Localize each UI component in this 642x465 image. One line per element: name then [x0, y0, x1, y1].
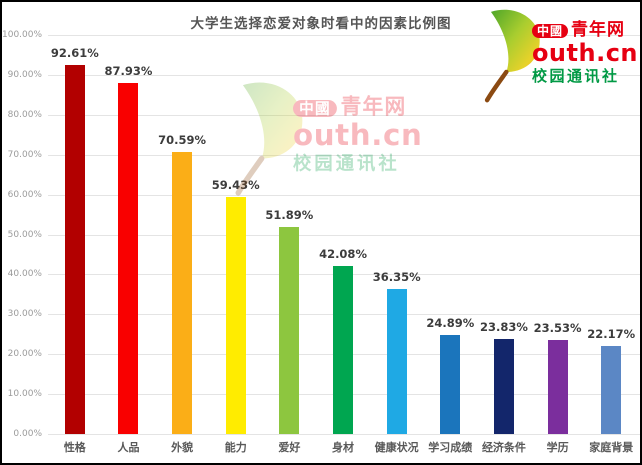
bar — [601, 345, 622, 434]
bar-value-label: 23.83% — [479, 319, 528, 334]
ginkgo-leaf-icon — [484, 9, 540, 103]
bar-cell: 51.89% — [263, 35, 317, 434]
chart-title: 大学生选择恋爱对象时看中的因素比例图 — [190, 16, 452, 32]
bar — [386, 289, 407, 434]
x-category-label: 学历 — [546, 441, 569, 454]
y-axis: 0.00% 10.00% 20.00% 30.00% 40.00% 50.00% 60.00… — [2, 2, 46, 463]
bar-cell: 22.17% — [584, 35, 638, 434]
bar-cell: 70.59% — [155, 35, 209, 434]
y-tick-label: 80.00% — [7, 109, 42, 120]
bar — [440, 334, 461, 434]
bar-cell: 42.08% — [316, 35, 370, 434]
youth-cn-logo: 中國 青年网 outh.cn 校园通讯社 — [482, 6, 638, 106]
y-tick-label: 40.00% — [7, 269, 42, 280]
logo-brand-cn: 青年网 — [570, 20, 625, 40]
y-tick-label: 70.00% — [7, 149, 42, 160]
bar-cell: 24.89% — [423, 35, 477, 434]
bar-cell: 36.35% — [370, 35, 424, 434]
bar-cell: 23.53% — [531, 35, 585, 434]
bar-value-label: 42.08% — [319, 247, 367, 262]
logo-subtitle: 校园通讯社 — [531, 67, 620, 86]
bar-cell: 23.83% — [477, 35, 531, 434]
bar-value-label: 24.89% — [426, 315, 475, 330]
x-category-label: 爱好 — [278, 441, 301, 454]
x-category-label: 身材 — [332, 441, 355, 454]
y-tick-label: 30.00% — [7, 309, 42, 320]
bar-value-label: 23.53% — [533, 321, 582, 336]
logo-brand-en: outh.cn — [531, 38, 638, 67]
bar — [118, 83, 139, 434]
bar — [493, 338, 514, 434]
x-axis-labels: 性格 人品 外貌 能力 爱好 身材 健康状况 学习成绩 经济条件 学历 家庭背景 — [48, 439, 638, 455]
gridline — [48, 35, 640, 36]
gridline — [48, 74, 640, 76]
y-tick-label: 90.00% — [7, 69, 42, 80]
bar — [64, 64, 85, 434]
bar-cell: 92.61% — [48, 35, 102, 434]
logo-brand-en: outh.cn — [293, 118, 423, 153]
bar-value-label: 51.89% — [265, 208, 314, 222]
x-category-label: 性格 — [63, 441, 86, 454]
bar-value-label: 36.35% — [372, 270, 421, 284]
bar-value-label: 92.61% — [50, 45, 99, 60]
gridline — [48, 234, 640, 236]
x-category-label: 能力 — [224, 441, 247, 454]
x-category-label: 经济条件 — [481, 441, 526, 454]
bar — [279, 227, 300, 434]
logo-badge: 中國 — [293, 99, 337, 118]
youth-cn-watermark: 中國 青年网 outh.cn 校园通讯社 — [232, 78, 422, 200]
y-tick-label: 0.00% — [13, 429, 42, 439]
bar-value-label: 59.43% — [211, 177, 260, 192]
gridline — [48, 154, 640, 156]
x-category-label: 健康状况 — [374, 441, 419, 454]
x-category-label: 学习成绩 — [428, 441, 473, 454]
bar-cell: 87.93% — [102, 35, 156, 434]
x-category-label: 人品 — [117, 441, 140, 454]
gridline — [48, 114, 640, 116]
bar-value-label: 87.93% — [104, 64, 153, 79]
bar — [225, 196, 246, 434]
y-tick-label: 100.00% — [2, 30, 43, 40]
y-tick-label: 10.00% — [7, 389, 42, 400]
gridline — [48, 194, 640, 196]
bar — [333, 266, 354, 434]
ginkgo-leaf-icon — [235, 82, 303, 196]
y-tick-label: 50.00% — [7, 229, 42, 240]
y-tick-label: 20.00% — [7, 349, 42, 360]
bar-value-label: 22.17% — [587, 326, 636, 341]
gridline — [48, 434, 640, 435]
bar — [172, 152, 193, 434]
x-category-label: 外貌 — [171, 441, 194, 454]
bar-value-label: 70.59% — [158, 133, 207, 148]
bar-cell: 59.43% — [209, 35, 263, 434]
plot-area: 92.61% 87.93% 70.59% 59.43% 51.89% 42.08% 36.3… — [48, 35, 638, 434]
x-category-label: 家庭背景 — [589, 441, 634, 454]
y-tick-label: 60.00% — [7, 189, 42, 200]
logo-brand-cn: 青年网 — [340, 95, 407, 120]
logo-subtitle: 校园通讯社 — [293, 152, 400, 175]
bar — [547, 340, 568, 434]
logo-badge: 中國 — [531, 23, 568, 39]
